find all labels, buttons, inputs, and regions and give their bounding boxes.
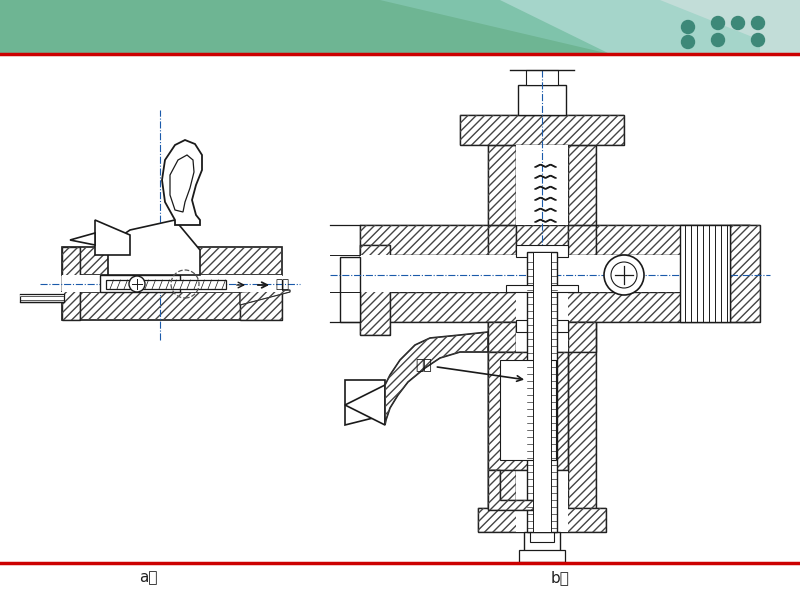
Polygon shape	[240, 280, 282, 320]
Polygon shape	[488, 255, 516, 510]
Text: 滑柱: 滑柱	[415, 358, 522, 381]
Polygon shape	[568, 145, 596, 225]
Bar	[518, 85, 566, 115]
Polygon shape	[62, 247, 80, 320]
Polygon shape	[240, 290, 290, 305]
Polygon shape	[488, 322, 516, 352]
Polygon shape	[62, 292, 282, 320]
Polygon shape	[62, 247, 282, 275]
Bar	[519, 550, 565, 562]
Bar	[516, 145, 568, 225]
Circle shape	[604, 255, 644, 295]
Polygon shape	[568, 225, 596, 255]
Polygon shape	[460, 115, 624, 145]
Circle shape	[751, 16, 765, 29]
Circle shape	[682, 20, 694, 34]
Polygon shape	[488, 470, 540, 510]
Text: a）: a）	[138, 571, 158, 586]
Bar	[488, 352, 568, 470]
Polygon shape	[380, 0, 760, 54]
Bar	[488, 352, 568, 470]
Bar	[516, 245, 568, 257]
Text: 夹紧: 夹紧	[275, 278, 289, 292]
Circle shape	[129, 276, 145, 292]
Bar	[20, 292, 64, 297]
Bar	[530, 532, 554, 542]
Circle shape	[711, 34, 725, 46]
Polygon shape	[162, 140, 202, 225]
Bar	[62, 275, 282, 292]
Circle shape	[682, 35, 694, 49]
Bar	[506, 285, 578, 292]
Polygon shape	[0, 0, 610, 54]
Bar	[526, 70, 558, 85]
Bar	[533, 252, 551, 532]
Polygon shape	[345, 380, 385, 425]
Polygon shape	[478, 508, 606, 532]
Polygon shape	[345, 385, 385, 425]
Polygon shape	[730, 225, 760, 322]
Polygon shape	[568, 255, 596, 510]
Bar	[20, 294, 64, 302]
Text: b）: b）	[550, 571, 570, 586]
Bar	[516, 320, 568, 332]
Circle shape	[711, 16, 725, 29]
Bar	[527, 252, 557, 532]
Circle shape	[731, 16, 745, 29]
Bar	[360, 255, 730, 292]
Polygon shape	[385, 332, 488, 425]
Polygon shape	[70, 233, 95, 245]
Bar	[516, 252, 568, 532]
Polygon shape	[170, 155, 194, 212]
Polygon shape	[488, 225, 516, 255]
Bar	[100, 275, 180, 292]
Bar	[106, 280, 226, 289]
Bar	[500, 360, 556, 460]
Polygon shape	[488, 145, 516, 225]
Circle shape	[751, 34, 765, 46]
Polygon shape	[108, 220, 200, 275]
Bar	[340, 257, 360, 322]
Polygon shape	[568, 322, 596, 352]
Bar	[102, 277, 177, 290]
Bar	[0, 0, 800, 54]
Bar	[680, 225, 730, 322]
Polygon shape	[360, 225, 750, 255]
Circle shape	[611, 262, 637, 288]
Polygon shape	[95, 220, 130, 255]
Bar	[524, 532, 560, 552]
Polygon shape	[360, 245, 390, 335]
Polygon shape	[360, 292, 750, 322]
